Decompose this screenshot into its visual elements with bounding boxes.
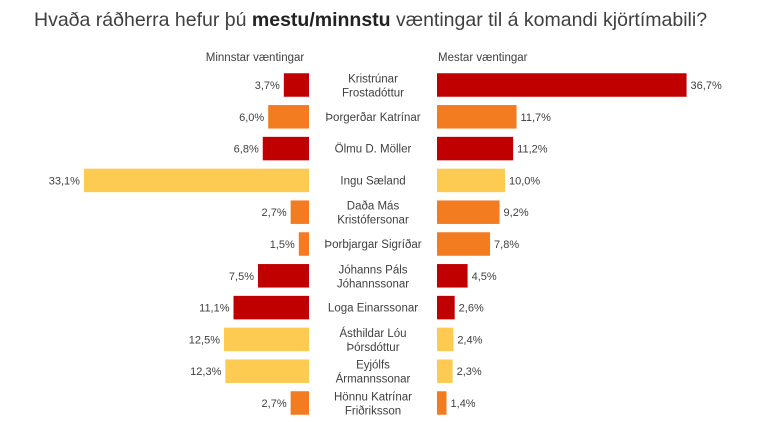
left-value-label: 3,7%	[255, 80, 280, 92]
left-bar	[298, 232, 309, 256]
left-series-header: Minnstar væntingar	[206, 52, 305, 64]
left-bar	[290, 391, 309, 415]
title-text-end: væntingar til á komandi kjörtímabili?	[390, 9, 708, 31]
right-value-label: 2,6%	[459, 303, 484, 315]
right-value-label: 11,7%	[521, 112, 552, 124]
right-value-label: 1,4%	[451, 398, 476, 410]
category-label-line: Friðriksson	[345, 406, 401, 418]
category-label: Ásthildar Lóu Þórsdóttur	[339, 327, 406, 354]
category-label-line: Jóhannssonar	[337, 278, 409, 290]
left-bar	[262, 136, 309, 161]
left-bar	[268, 105, 309, 129]
right-value-label: 11,2%	[517, 144, 548, 156]
right-bar	[437, 200, 500, 224]
right-bar	[437, 168, 505, 193]
left-bar	[83, 168, 309, 193]
category-label: Loga Einarssonar	[328, 303, 418, 315]
category-label: Ingu Sæland	[340, 175, 405, 187]
right-bar	[437, 391, 447, 415]
left-bar	[233, 295, 309, 320]
category-label: Jóhanns Páls Jóhannssonar	[337, 264, 409, 290]
left-bar	[224, 327, 309, 352]
category-label: Daða Más Kristófersonar	[337, 201, 409, 227]
right-value-label: 2,3%	[457, 366, 482, 378]
right-bar	[437, 232, 491, 256]
category-label-line: Þórsdóttur	[346, 342, 399, 354]
right-bar	[437, 105, 517, 129]
chart-rows: 3,7% 36,7% Kristrúnar Frostadóttur 6,0% 11,7%…	[49, 73, 722, 418]
title-text: Hvaða ráðherra hefur þú	[34, 9, 252, 31]
left-bar	[283, 73, 309, 97]
category-label-line: Kristrúnar	[348, 74, 398, 86]
category-label-line: Kristófersonar	[337, 215, 409, 227]
chart-title: Hvaða ráðherra hefur þú mestu/minnstu væ…	[34, 9, 707, 32]
category-label-line: Jóhanns Páls	[338, 264, 407, 276]
right-value-label: 10,0%	[509, 175, 540, 187]
right-value-label: 36,7%	[691, 80, 722, 92]
left-value-label: 2,7%	[262, 398, 287, 410]
right-value-label: 2,4%	[457, 334, 482, 346]
title-bold: mestu/minnstu	[251, 9, 391, 31]
category-label: Kristrúnar Frostadóttur	[342, 74, 404, 100]
right-bar	[437, 73, 687, 97]
left-bar	[225, 359, 309, 383]
category-label-line: Frostadóttur	[342, 88, 404, 100]
left-value-label: 11,1%	[199, 303, 230, 315]
category-label-line: Daða Más	[347, 201, 400, 213]
category-label: Eyjólfs Ármannssonar	[336, 360, 411, 386]
category-label: Þorgerðar Katrínar	[325, 112, 420, 124]
right-value-label: 7,8%	[494, 239, 519, 251]
left-bar	[258, 264, 309, 288]
left-value-label: 33,1%	[49, 175, 80, 187]
right-bar	[437, 359, 453, 383]
category-label-line: Hönnu Katrínar	[334, 392, 412, 404]
right-bar	[437, 295, 455, 320]
category-label: Þorbjargar Sigríðar	[324, 239, 421, 251]
left-value-label: 6,0%	[239, 112, 264, 124]
left-value-label: 7,5%	[229, 271, 254, 283]
left-bar	[290, 200, 309, 224]
category-label: Hönnu Katrínar Friðriksson	[334, 392, 412, 418]
right-bar	[437, 327, 454, 352]
right-value-label: 9,2%	[504, 207, 529, 219]
category-label: Ölmu D. Möller	[335, 144, 412, 156]
right-value-label: 4,5%	[472, 271, 497, 283]
left-value-label: 1,5%	[270, 239, 295, 251]
left-value-label: 12,5%	[189, 334, 220, 346]
right-bar	[437, 136, 514, 161]
left-value-label: 2,7%	[262, 207, 287, 219]
right-series-header: Mestar væntingar	[438, 52, 528, 64]
right-bar	[437, 264, 468, 288]
category-label-line: Eyjólfs	[356, 360, 390, 372]
category-label-line: Ármannssonar	[336, 373, 411, 386]
category-label-line: Ásthildar Lóu	[339, 327, 406, 340]
left-value-label: 6,8%	[234, 144, 259, 156]
left-value-label: 12,3%	[190, 366, 221, 378]
